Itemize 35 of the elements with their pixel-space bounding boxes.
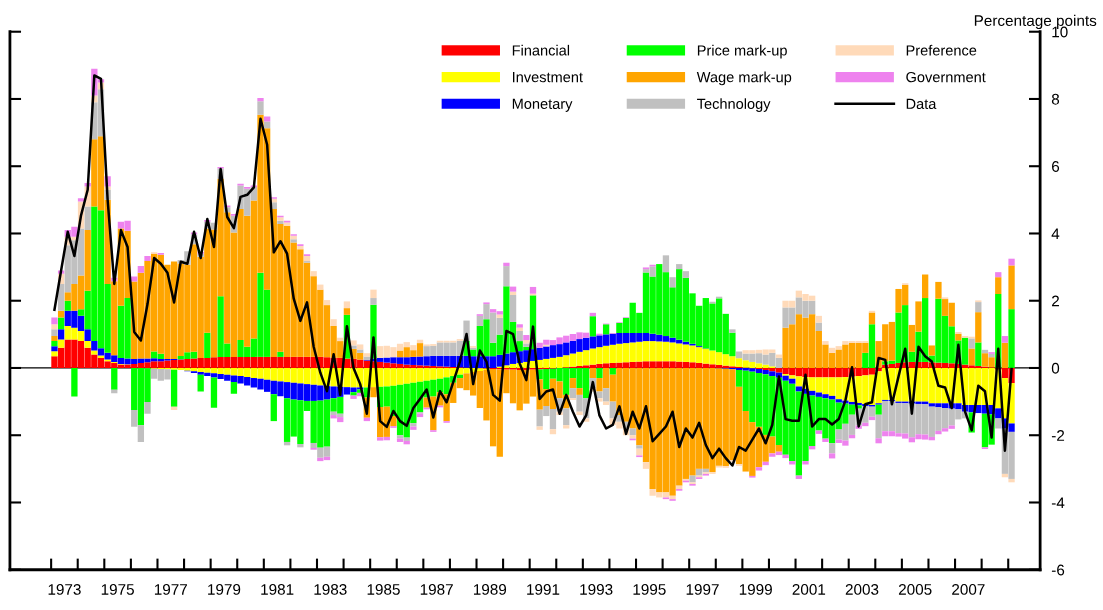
legend-label: Monetary [512, 98, 573, 112]
legend-label: Government [906, 71, 986, 83]
y-tick-label: -6 [1051, 564, 1065, 576]
legend-label: Financial [512, 44, 570, 56]
y-tick-label: -2 [1051, 430, 1065, 441]
x-tick-label: 2007 [952, 584, 985, 595]
x-tick-label: 1995 [633, 584, 666, 595]
y-tick-label: 0 [1051, 362, 1060, 374]
x-tick-label: 1975 [101, 584, 134, 595]
x-tick-label: 2003 [845, 584, 879, 595]
x-tick-label: 2001 [792, 584, 826, 595]
x-tick-label: 1997 [686, 584, 719, 595]
legend-label: Price mark-up [697, 44, 787, 59]
x-tick-label: 1991 [527, 584, 560, 595]
y-tick-label: 6 [1052, 161, 1060, 172]
x-tick-label: 1985 [367, 584, 400, 595]
y-tick-label: -4 [1051, 497, 1065, 509]
y-tick-label: 8 [1051, 93, 1060, 105]
legend-label: Data [906, 98, 937, 109]
x-tick-label: 1983 [314, 584, 347, 595]
y-tick-label: 2 [1052, 295, 1059, 307]
x-tick-label: 1973 [48, 584, 81, 595]
legend-label: Wage mark-up [696, 71, 792, 86]
x-tick-label: 1977 [154, 584, 187, 595]
y-tick-label: 4 [1051, 228, 1060, 240]
x-tick-label: 1987 [420, 584, 453, 595]
x-tick-label: 1989 [473, 584, 507, 595]
legend-label: Investment [513, 72, 583, 83]
x-tick-label: 1981 [261, 584, 294, 595]
legend-label: Preference [906, 44, 977, 56]
x-tick-label: 2005 [898, 584, 932, 595]
legend-label: Technology [697, 98, 771, 112]
x-tick-label: 1979 [208, 584, 241, 595]
x-tick-label: 1993 [580, 584, 613, 595]
x-tick-label: 1999 [739, 584, 772, 595]
